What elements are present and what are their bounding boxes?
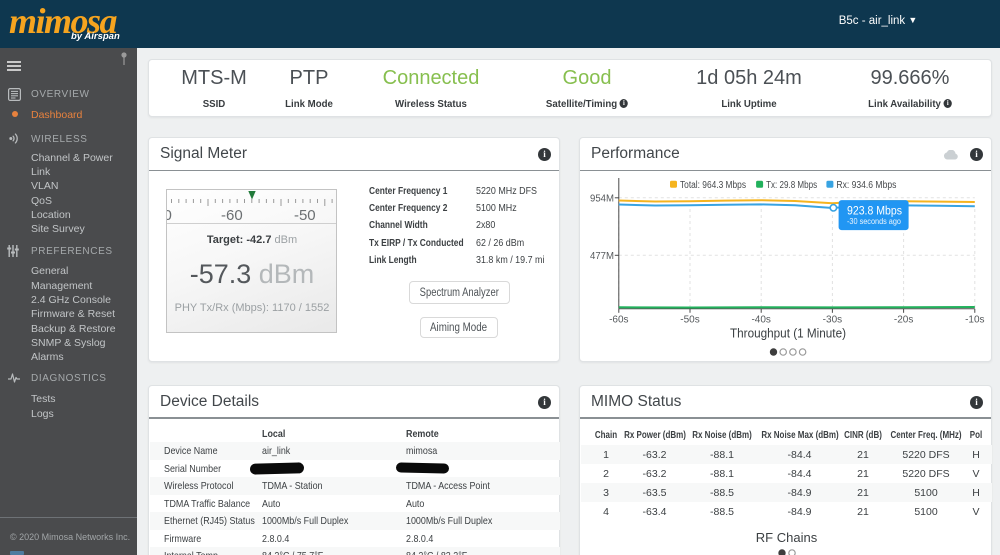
svg-text:-50s: -50s bbox=[680, 315, 699, 326]
svg-text:Total: 964.3 Mbps: Total: 964.3 Mbps bbox=[680, 180, 746, 191]
svg-text:Tx: 29.8 Mbps: Tx: 29.8 Mbps bbox=[766, 180, 817, 191]
svg-text:-30 seconds ago: -30 seconds ago bbox=[847, 217, 901, 226]
svg-text:-40s: -40s bbox=[751, 315, 770, 326]
svg-text:-60: -60 bbox=[221, 207, 243, 224]
svg-text:Rx: 934.6 Mbps: Rx: 934.6 Mbps bbox=[836, 180, 896, 191]
svg-text:-10s: -10s bbox=[965, 315, 984, 326]
svg-text:-50: -50 bbox=[293, 207, 315, 224]
svg-text:-20s: -20s bbox=[894, 315, 913, 326]
svg-text:954M: 954M bbox=[590, 193, 614, 204]
svg-text:-60s: -60s bbox=[609, 315, 628, 326]
svg-text:477M: 477M bbox=[590, 251, 614, 262]
svg-text:-30s: -30s bbox=[823, 315, 842, 326]
svg-text:-70: -70 bbox=[167, 207, 172, 224]
svg-text:Throughput (1 Minute): Throughput (1 Minute) bbox=[730, 327, 846, 341]
svg-text:923.8 Mbps: 923.8 Mbps bbox=[847, 206, 902, 218]
